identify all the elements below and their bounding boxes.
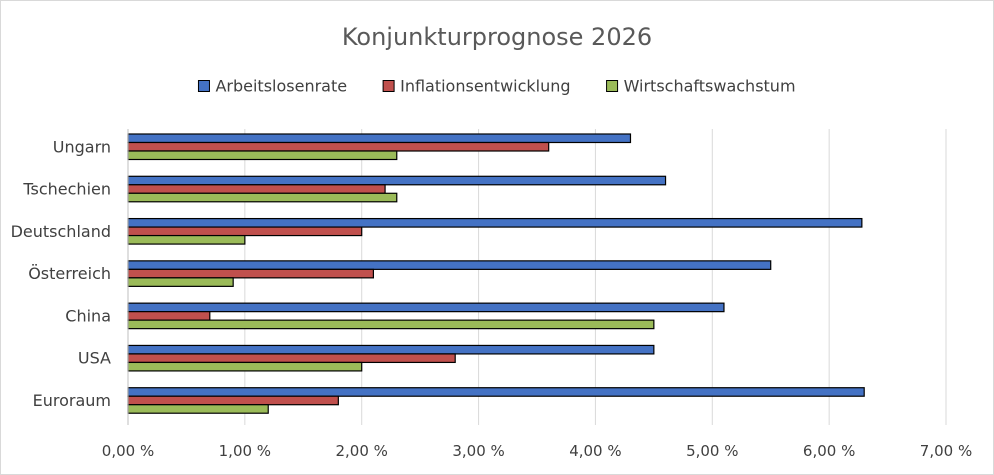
tick-labels: 0,00 % 1,00 % 2,00 % 3,00 % 4,00 % 5,00 % 6,00… bbox=[102, 442, 972, 460]
legend-label: Inflationsentwicklung bbox=[400, 77, 570, 96]
bar-group-oesterreich bbox=[127, 260, 772, 287]
bar-oesterreich-inflationsentwicklung bbox=[127, 268, 374, 279]
bars bbox=[127, 133, 865, 414]
category-label-ungarn: Ungarn bbox=[53, 137, 111, 156]
bar-group-euroraum bbox=[127, 387, 865, 414]
category-label-euroraum: Euroraum bbox=[33, 391, 111, 410]
bar-tschechien-inflationsentwicklung bbox=[127, 184, 386, 194]
legend-item-inflationsentwicklung: Inflationsentwicklung bbox=[382, 77, 571, 96]
bar-china-arbeitslosenrate bbox=[127, 302, 725, 313]
legend-swatch bbox=[197, 80, 210, 92]
category-label-oesterreich: Österreich bbox=[28, 264, 111, 283]
legend-swatch bbox=[382, 80, 395, 92]
bar-euroraum-arbeitslosenrate bbox=[127, 387, 865, 397]
bar-usa-wirtschaftswachstum bbox=[127, 361, 363, 372]
bar-china-wirtschaftswachstum bbox=[127, 319, 655, 330]
x-tick-label: 7,00 % bbox=[920, 442, 972, 460]
bar-group-deutschland bbox=[127, 217, 863, 245]
bar-ungarn-wirtschaftswachstum bbox=[127, 150, 398, 161]
chart-title: Konjunkturprognose 2026 bbox=[342, 23, 652, 51]
bar-usa-inflationsentwicklung bbox=[127, 353, 456, 364]
category-label-deutschland: Deutschland bbox=[11, 222, 111, 241]
bar-ungarn-inflationsentwicklung bbox=[127, 141, 550, 152]
x-tick-label: 5,00 % bbox=[686, 442, 738, 460]
bar-deutschland-wirtschaftswachstum bbox=[127, 234, 246, 245]
legend-label: Wirtschaftswachstum bbox=[624, 77, 796, 96]
bar-group-tschechien bbox=[127, 175, 667, 203]
bar-group-ungarn bbox=[127, 133, 632, 161]
category-label-china: China bbox=[65, 306, 111, 325]
legend-item-wirtschaftswachstum: Wirtschaftswachstum bbox=[606, 77, 796, 96]
bar-oesterreich-arbeitslosenrate bbox=[127, 260, 772, 270]
bar-euroraum-inflationsentwicklung bbox=[127, 395, 339, 406]
category-label-tschechien: Tschechien bbox=[22, 180, 111, 199]
bar-tschechien-wirtschaftswachstum bbox=[127, 192, 398, 203]
bar-tschechien-arbeitslosenrate bbox=[127, 175, 667, 186]
x-tick-label: 4,00 % bbox=[569, 442, 621, 460]
x-tick-label: 6,00 % bbox=[803, 442, 855, 460]
legend: Arbeitslosenrate Inflationsentwicklung Wir… bbox=[197, 77, 796, 96]
x-tick-label: 0,00 % bbox=[102, 442, 154, 460]
bar-ungarn-arbeitslosenrate bbox=[127, 133, 632, 144]
legend-swatch bbox=[606, 80, 619, 92]
x-tick-label: 2,00 % bbox=[336, 442, 388, 460]
bar-group-china bbox=[127, 302, 725, 330]
category-label-usa: USA bbox=[78, 349, 111, 368]
bar-deutschland-arbeitslosenrate bbox=[127, 217, 863, 228]
bar-group-usa bbox=[127, 344, 655, 372]
bar-deutschland-inflationsentwicklung bbox=[127, 226, 363, 237]
bar-euroraum-wirtschaftswachstum bbox=[127, 404, 269, 414]
x-tick-label: 3,00 % bbox=[452, 442, 504, 460]
bar-china-inflationsentwicklung bbox=[127, 311, 211, 321]
category-labels: Ungarn Tschechien Deutschland Österreich Chi… bbox=[11, 137, 111, 410]
bar-oesterreich-wirtschaftswachstum bbox=[127, 277, 234, 287]
legend-label: Arbeitslosenrate bbox=[215, 77, 347, 96]
legend-item-arbeitslosenrate: Arbeitslosenrate bbox=[197, 77, 347, 96]
x-tick-label: 1,00 % bbox=[219, 442, 271, 460]
bar-usa-arbeitslosenrate bbox=[127, 344, 655, 355]
